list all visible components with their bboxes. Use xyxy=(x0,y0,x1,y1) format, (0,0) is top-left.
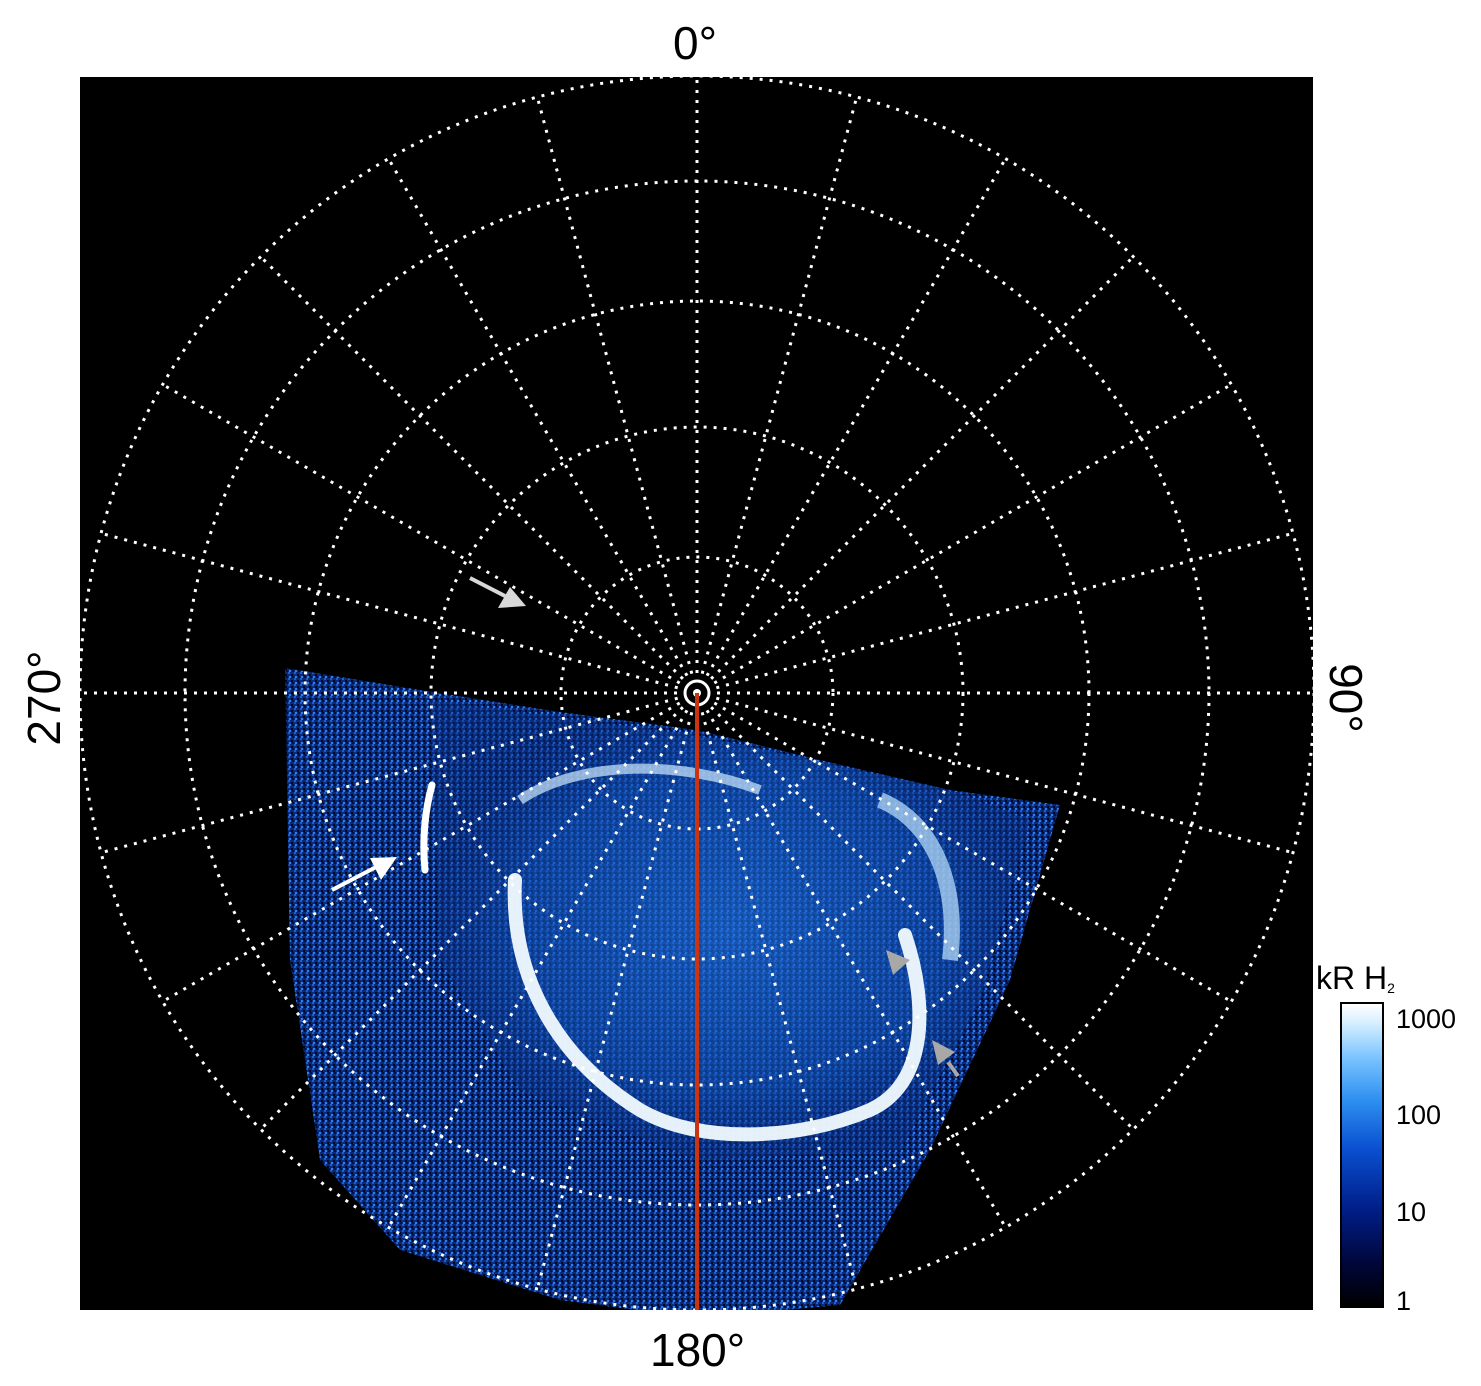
meridian-line xyxy=(535,93,694,675)
meridian-line xyxy=(257,253,684,680)
meridian-line xyxy=(705,155,1009,677)
colorbar-tick-100: 100 xyxy=(1396,1100,1442,1130)
meridian-line xyxy=(159,381,681,685)
colorbar-tick-1: 1 xyxy=(1396,1286,1412,1316)
arrow-annotation-gray-1 xyxy=(886,950,910,975)
longitude-grid xyxy=(80,77,1313,1310)
meridian-line xyxy=(700,93,859,675)
meridian-line xyxy=(710,706,1137,1133)
meridian-line xyxy=(385,709,689,1231)
colorbar-tick-1000: 1000 xyxy=(1396,1004,1457,1034)
meridian-line xyxy=(715,696,1297,855)
meridian-line xyxy=(705,709,1009,1231)
bright-emission-haze xyxy=(430,700,1030,1160)
arrow-annotation-left xyxy=(331,857,397,892)
colorbar xyxy=(1340,1002,1384,1308)
meridian-line xyxy=(715,531,1297,690)
meridian-line xyxy=(97,696,679,855)
meridian-line xyxy=(535,711,694,1293)
meridian-line xyxy=(257,706,684,1133)
meridian-line xyxy=(710,253,1137,680)
longitude-label-180: 180° xyxy=(650,1324,746,1376)
meridian-line xyxy=(385,155,689,677)
arrow-annotation-upper xyxy=(469,576,526,608)
main-auroral-oval xyxy=(507,873,927,1142)
auroral-arc-inner xyxy=(517,763,762,805)
arrow-annotation-gray-2 xyxy=(932,1040,960,1078)
colorbar-title: kR H2 xyxy=(1316,960,1395,996)
meridian-line xyxy=(713,381,1235,685)
auroral-filament xyxy=(420,781,436,874)
longitude-label-270: 270° xyxy=(18,650,70,746)
meridian-line xyxy=(97,531,679,690)
meridian-line xyxy=(700,711,859,1293)
longitude-label-0: 0° xyxy=(673,17,717,69)
meridian-line xyxy=(159,701,681,1005)
meridian-line xyxy=(713,701,1235,1005)
longitude-label-90: 90° xyxy=(1320,663,1372,733)
colorbar-tick-10: 10 xyxy=(1396,1197,1427,1227)
